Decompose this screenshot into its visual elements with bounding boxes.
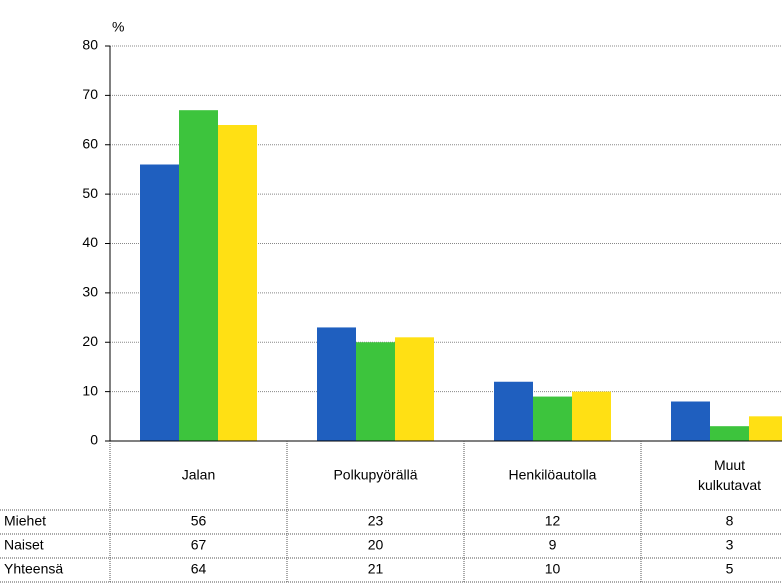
bar: [572, 391, 611, 441]
x-tick-label-line: kulkutavat: [698, 477, 761, 493]
y-tick-label: 70: [82, 86, 98, 102]
table-value: 10: [545, 561, 561, 577]
y-tick-label: 0: [90, 432, 98, 448]
table-value: 64: [191, 561, 207, 577]
table-value: 5: [726, 561, 734, 577]
bar: [356, 342, 395, 441]
bar: [494, 381, 533, 441]
x-tick-label: Polkupyörällä: [333, 467, 417, 483]
bar: [218, 125, 257, 441]
bar: [749, 416, 782, 441]
y-tick-label: 50: [82, 185, 98, 201]
y-tick-label: 60: [82, 135, 98, 151]
legend-label: Miehet: [4, 513, 46, 529]
x-tick-label: Jalan: [182, 467, 215, 483]
y-tick-label: 40: [82, 234, 98, 250]
legend-label: Yhteensä: [4, 561, 63, 577]
y-axis-label: %: [112, 19, 124, 35]
x-tick-label: Henkilöautolla: [509, 467, 597, 483]
y-tick-label: 80: [82, 37, 98, 53]
table-value: 8: [726, 513, 734, 529]
bar: [140, 164, 179, 441]
y-tick-label: 30: [82, 284, 98, 300]
table-value: 20: [368, 537, 384, 553]
bar: [317, 327, 356, 441]
table-value: 56: [191, 513, 207, 529]
table-value: 9: [549, 537, 557, 553]
bar: [671, 401, 710, 441]
y-tick-label: 10: [82, 382, 98, 398]
table-value: 23: [368, 513, 384, 529]
table-value: 3: [726, 537, 734, 553]
bar: [533, 396, 572, 441]
table-value: 67: [191, 537, 207, 553]
table-value: 21: [368, 561, 384, 577]
bar: [395, 337, 434, 441]
x-tick-label: Muut kulkutavat: [698, 457, 761, 493]
legend-label: Naiset: [4, 537, 44, 553]
bar: [710, 426, 749, 441]
bar: [179, 110, 218, 441]
y-tick-label: 20: [82, 333, 98, 349]
table-value: 12: [545, 513, 561, 529]
x-tick-label-line: Muut: [714, 457, 745, 473]
